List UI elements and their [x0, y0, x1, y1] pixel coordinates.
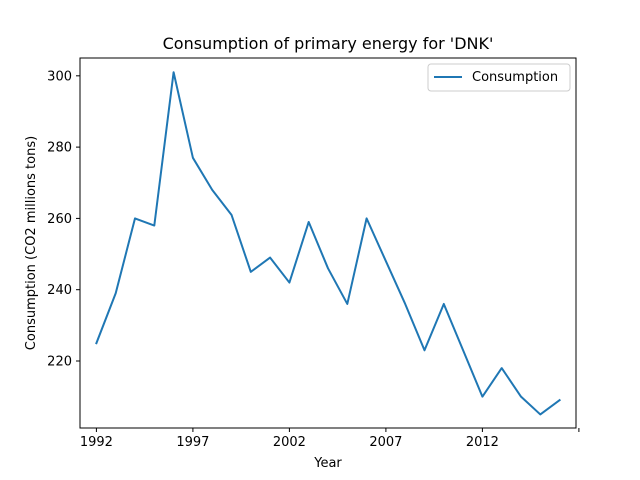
x-tick-label: 2002	[273, 435, 306, 450]
data-point-2008	[403, 302, 407, 306]
data-point-2004	[326, 266, 330, 270]
data-point-1994	[133, 216, 137, 220]
x-tick-label: 1997	[176, 435, 209, 450]
x-tick-label: 2007	[369, 435, 402, 450]
data-point-2000	[249, 270, 253, 274]
axis-ticks: 1992 1997 2002 2007 2012 220 240 260 280 300	[47, 69, 580, 450]
y-tick-label: 260	[47, 212, 72, 227]
legend: Consumption	[427, 63, 571, 92]
data-point-2003	[307, 220, 311, 224]
y-tick-label: 220	[47, 354, 72, 369]
data-point-1995	[152, 224, 156, 228]
data-point-1998	[210, 188, 214, 192]
axes-frame	[79, 57, 577, 429]
data-point-2015	[538, 412, 542, 416]
data-point-2009	[423, 348, 427, 352]
data-point-2006	[365, 216, 369, 220]
data-point-2014	[519, 395, 523, 399]
y-tick-label: 280	[47, 141, 72, 156]
data-point-2007	[384, 259, 388, 263]
x-axis-label: Year	[313, 456, 342, 471]
data-point-1999	[230, 213, 234, 217]
x-tick-label: 2012	[466, 435, 499, 450]
y-tick-label: 240	[47, 283, 72, 298]
data-point-1996	[172, 70, 176, 74]
data-point-2016	[558, 398, 562, 402]
legend-label-consumption: Consumption	[472, 70, 558, 85]
data-point-2005	[345, 302, 349, 306]
data-point-2012	[480, 395, 484, 399]
chart-title: Consumption of primary energy for 'DNK'	[163, 34, 494, 53]
legend-box	[427, 63, 571, 92]
data-point-1997	[191, 156, 195, 160]
y-axis-label: Consumption (CO2 millions tons)	[24, 136, 39, 350]
data-point-2011	[461, 348, 465, 352]
series-line-consumption	[95, 71, 561, 416]
data-point-2002	[287, 281, 291, 285]
data-point-1992	[94, 341, 98, 345]
x-tick-label: 1992	[80, 435, 113, 450]
data-point-2013	[500, 366, 504, 370]
data-point-2010	[442, 302, 446, 306]
data-point-1993	[114, 291, 118, 295]
data-point-2001	[268, 256, 272, 260]
y-tick-label: 300	[47, 69, 72, 84]
plot-area	[94, 70, 562, 416]
